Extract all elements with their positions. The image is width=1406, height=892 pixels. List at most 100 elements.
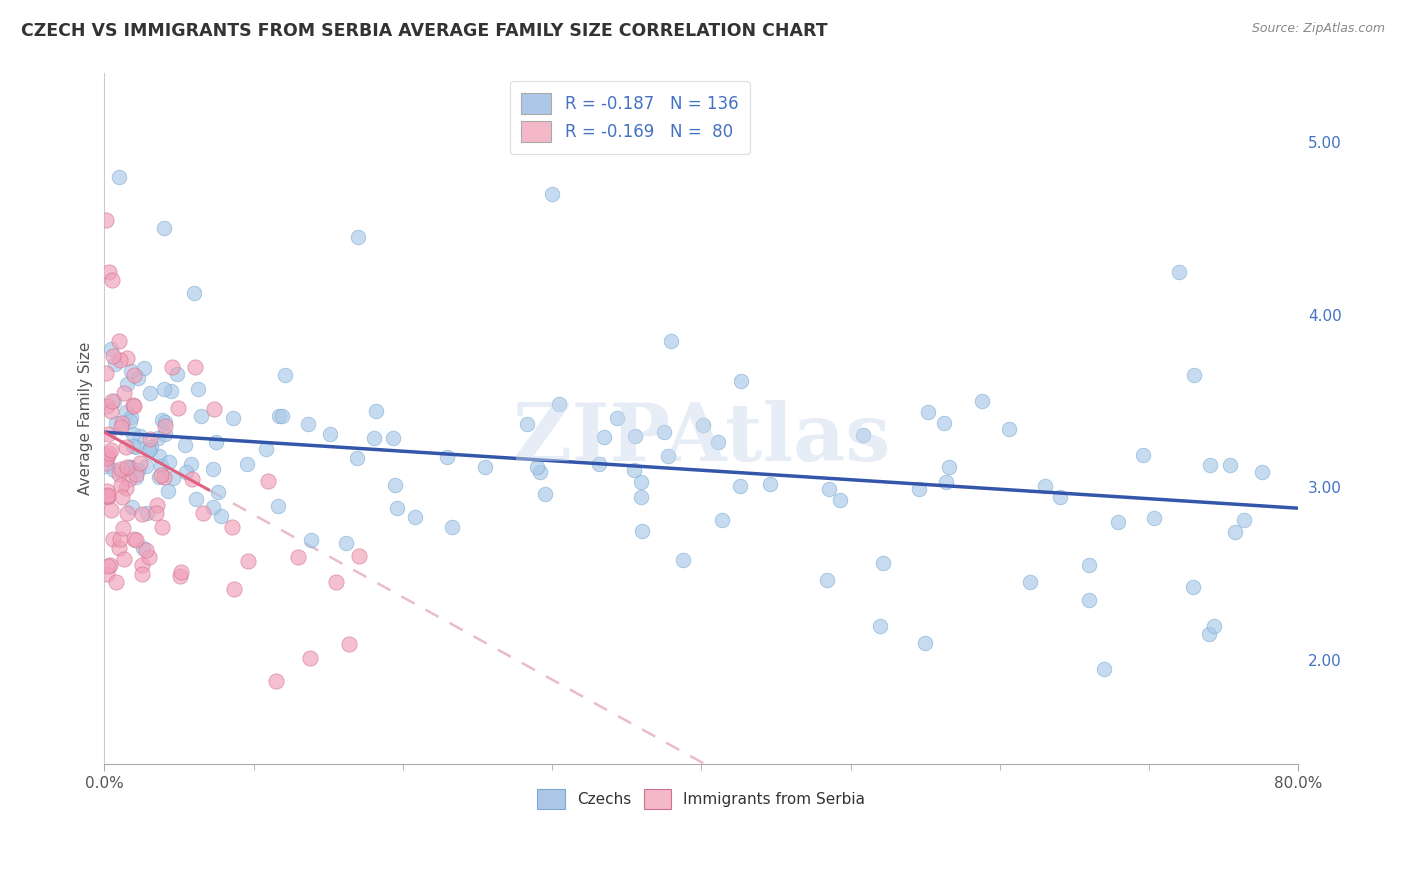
Point [181,472,204,486]
Point [297,417,319,432]
Point [110,478,132,492]
Point [120,459,142,474]
Point [111,490,134,504]
Point [1250,465,1272,479]
Point [441,520,464,534]
Point [134,361,156,376]
Point [105,416,128,430]
Point [117,376,139,391]
Point [1078,592,1101,607]
Point [710,513,733,527]
Point [404,510,426,524]
Point [759,476,782,491]
Point [207,485,229,500]
Point [287,549,309,564]
Point [148,449,170,463]
Point [187,382,209,396]
Point [104,357,127,371]
Point [335,535,357,549]
Point [96,399,118,413]
Point [630,524,652,538]
Point [624,429,647,443]
Point [150,459,173,474]
Point [145,498,167,512]
Point [97,264,120,278]
Point [115,440,138,454]
Point [623,463,645,477]
Point [118,460,141,475]
Point [139,432,162,446]
Point [935,475,957,489]
Point [180,457,202,471]
Point [169,569,191,583]
Point [153,427,176,442]
Point [872,556,894,570]
Point [728,479,751,493]
Point [118,472,141,486]
Point [94,366,117,380]
Point [588,457,610,471]
Point [128,429,150,443]
Point [100,442,122,457]
Point [124,533,146,548]
Point [121,500,143,514]
Point [236,554,259,568]
Point [474,459,496,474]
Point [707,435,730,450]
Point [264,674,287,689]
Point [125,467,148,482]
Point [1182,368,1205,383]
Point [145,506,167,520]
Point [166,367,188,381]
Point [274,368,297,382]
Point [94,459,117,474]
Point [1198,627,1220,641]
Point [183,286,205,301]
Point [122,533,145,547]
Point [112,385,135,400]
Point [202,461,225,475]
Point [190,409,212,424]
Point [347,230,370,244]
Point [1233,512,1256,526]
Point [1018,575,1040,590]
Point [120,364,142,378]
Point [108,353,131,368]
Point [96,489,118,503]
Point [1198,458,1220,473]
Point [101,273,124,287]
Point [170,565,193,579]
Point [657,449,679,463]
Point [364,404,387,418]
Text: CZECH VS IMMIGRANTS FROM SERBIA AVERAGE FAMILY SIZE CORRELATION CHART: CZECH VS IMMIGRANTS FROM SERBIA AVERAGE … [21,22,828,40]
Point [96,449,118,463]
Point [97,559,120,574]
Point [349,549,371,563]
Point [266,499,288,513]
Point [138,443,160,458]
Point [319,427,342,442]
Point [153,416,176,430]
Point [152,382,174,396]
Point [630,490,652,504]
Point [1132,448,1154,462]
Point [94,212,117,227]
Point [382,431,405,445]
Point [96,451,118,466]
Point [127,371,149,385]
Point [100,502,122,516]
Point [115,351,138,365]
Point [135,458,157,473]
Point [138,443,160,458]
Point [672,553,695,567]
Point [1167,264,1189,278]
Point [166,401,188,415]
Point [907,482,929,496]
Point [114,481,136,495]
Point [516,417,538,432]
Point [101,350,124,364]
Point [96,456,118,470]
Point [107,467,129,481]
Point [173,438,195,452]
Point [184,359,207,374]
